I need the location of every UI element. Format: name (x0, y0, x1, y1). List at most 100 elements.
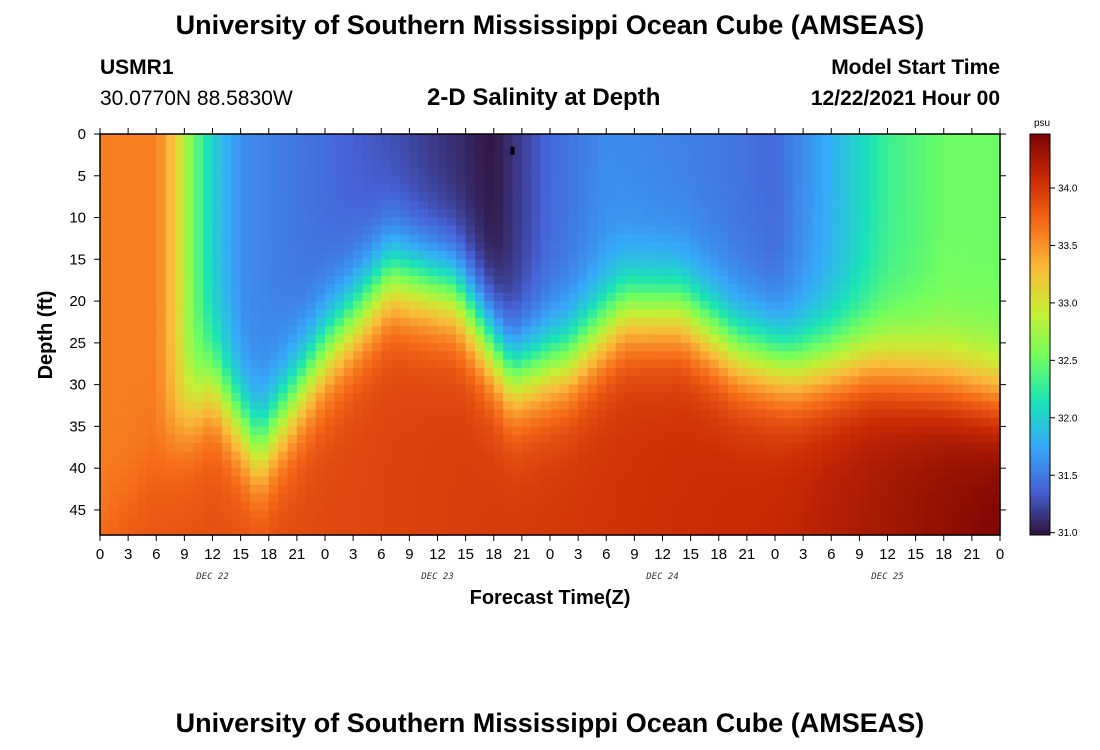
heatmap-cell (484, 493, 495, 503)
heatmap-cell (643, 367, 654, 377)
heatmap-cell (475, 175, 485, 185)
heatmap-cell (925, 317, 935, 327)
heatmap-cell (371, 159, 382, 169)
heatmap-cell (737, 484, 748, 494)
heatmap-cell (362, 142, 373, 152)
heatmap-cell (428, 234, 439, 244)
heatmap-cell (718, 217, 729, 227)
heatmap-cell (878, 217, 889, 227)
heatmap-cell (259, 301, 270, 311)
heatmap-cell (859, 317, 870, 327)
heatmap-cell (540, 209, 551, 219)
heatmap-cell (812, 426, 823, 436)
heatmap-cell (728, 217, 739, 227)
heatmap-cell (100, 209, 110, 219)
heatmap-cell (250, 259, 260, 269)
heatmap-cell (887, 267, 898, 277)
heatmap-cell (343, 451, 354, 461)
heatmap-cell (540, 384, 551, 394)
heatmap-cell (775, 159, 785, 169)
heatmap-cell (278, 526, 289, 536)
heatmap-cell (353, 468, 364, 478)
heatmap-cell (484, 167, 495, 177)
heatmap-cell (109, 518, 120, 528)
heatmap-cell (962, 342, 973, 352)
heatmap-cell (493, 184, 504, 194)
heatmap-cell (896, 509, 907, 519)
heatmap-cell (718, 476, 729, 486)
heatmap-cell (278, 209, 289, 219)
heatmap-cell (625, 276, 635, 285)
heatmap-cell (887, 426, 898, 436)
heatmap-cell (559, 418, 570, 427)
heatmap-cell (296, 259, 307, 269)
heatmap-cell (390, 518, 401, 528)
heatmap-cell (831, 351, 842, 361)
heatmap-cell (625, 367, 635, 377)
heatmap-cell (221, 250, 232, 260)
heatmap-cell (653, 484, 664, 494)
heatmap-cell (540, 159, 551, 169)
heatmap-cell (531, 476, 542, 486)
heatmap-cell (250, 359, 260, 369)
heatmap-cell (146, 518, 157, 528)
heatmap-cell (850, 334, 860, 344)
heatmap-cell (896, 392, 907, 402)
heatmap-cell (128, 476, 139, 486)
heatmap-cell (690, 426, 701, 436)
heatmap-cell (887, 392, 898, 402)
heatmap-cell (503, 334, 514, 344)
heatmap-cell (296, 493, 307, 503)
heatmap-cell (981, 367, 992, 377)
heatmap-cell (475, 267, 485, 277)
heatmap-cell (390, 175, 401, 185)
heatmap-cell (193, 134, 204, 143)
heatmap-cell (578, 401, 589, 411)
heatmap-cell (887, 518, 898, 528)
heatmap-cell (456, 134, 467, 143)
heatmap-cell (812, 234, 823, 244)
heatmap-cell (784, 351, 795, 361)
heatmap-cell (906, 326, 917, 336)
heatmap-cell (746, 526, 757, 536)
heatmap-cell (737, 159, 748, 169)
heatmap-cell (268, 334, 279, 344)
heatmap-cell (521, 434, 532, 444)
heatmap-cell (109, 259, 120, 269)
heatmap-cell (446, 159, 457, 169)
heatmap-cell (737, 175, 748, 185)
heatmap-cell (850, 418, 860, 427)
heatmap-cell (709, 493, 720, 503)
heatmap-cell (896, 159, 907, 169)
heatmap-cell (934, 184, 945, 194)
heatmap-cell (568, 518, 579, 528)
heatmap-cell (934, 242, 945, 252)
heatmap-cell (643, 459, 654, 469)
heatmap-cell (859, 451, 870, 461)
heatmap-cell (221, 376, 232, 386)
heatmap-cell (559, 434, 570, 444)
heatmap-cell (596, 209, 607, 219)
heatmap-cell (475, 309, 485, 319)
heatmap-cell (156, 159, 167, 169)
heatmap-cell (193, 376, 204, 386)
heatmap-cell (850, 134, 860, 143)
x-tick-label: 15 (682, 546, 699, 563)
heatmap-cell (400, 259, 410, 269)
heatmap-cell (831, 259, 842, 269)
heatmap-cell (793, 342, 804, 352)
heatmap-cell (606, 359, 617, 369)
heatmap-cell (971, 434, 982, 444)
heatmap-cell (362, 267, 373, 277)
x-tick-label: 6 (602, 546, 610, 563)
heatmap-cell (156, 484, 167, 494)
heatmap-cell (193, 159, 204, 169)
heatmap-cell (625, 426, 635, 436)
heatmap-cell (418, 501, 429, 511)
heatmap-cell (981, 284, 992, 294)
heatmap-cell (221, 301, 232, 311)
heatmap-cell (334, 484, 345, 494)
heatmap-cell (128, 384, 139, 394)
heatmap-cell (118, 175, 129, 185)
heatmap-cell (521, 317, 532, 327)
